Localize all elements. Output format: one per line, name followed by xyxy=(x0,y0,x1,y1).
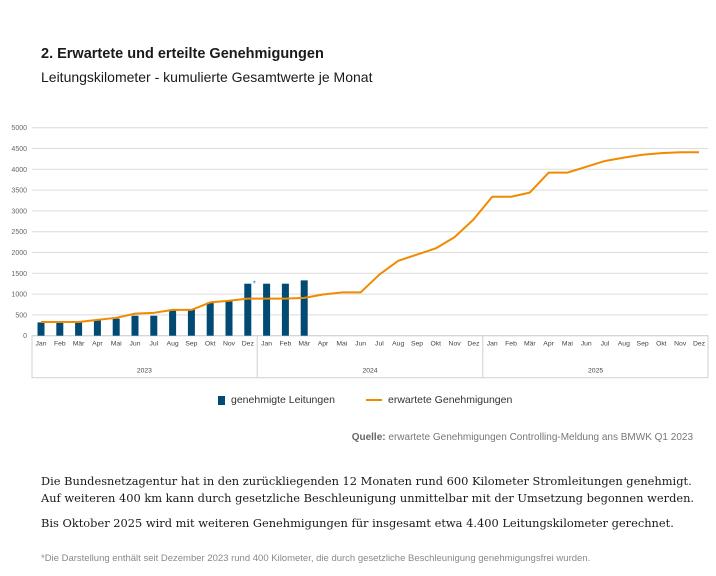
x-tick-label: Feb xyxy=(54,341,66,348)
bar xyxy=(263,283,271,336)
paragraph: Die Bundesnetzagentur hat in den zurückl… xyxy=(41,474,695,505)
x-tick-label: Jan xyxy=(36,341,47,348)
y-tick-label: 3000 xyxy=(11,208,27,215)
bar xyxy=(225,301,233,336)
x-tick-label: Dez xyxy=(242,341,255,348)
bar xyxy=(244,283,252,336)
x-tick-label: Nov xyxy=(223,341,236,348)
x-tick-label: Apr xyxy=(318,341,329,348)
x-tick-label: Jun xyxy=(355,341,366,348)
x-tick-label: Apr xyxy=(92,341,103,348)
x-tick-label: Jul xyxy=(375,341,384,348)
legend-label: genehmigte Leitungen xyxy=(231,394,335,406)
y-tick-label: 500 xyxy=(15,312,27,319)
x-tick-label: Sep xyxy=(637,341,649,348)
source-text: erwartete Genehmigungen Controlling-Meld… xyxy=(388,432,693,443)
x-tick-label: Feb xyxy=(505,341,517,348)
x-tick-label: Mär xyxy=(298,341,310,348)
x-tick-label: Okt xyxy=(431,341,442,348)
chart-subtitle: Leitungskilometer - kumulierte Gesamtwer… xyxy=(41,69,373,85)
x-tick-label: Okt xyxy=(205,341,216,348)
bar xyxy=(206,302,214,336)
year-label: 2025 xyxy=(588,368,603,375)
y-tick-label: 0 xyxy=(23,333,27,340)
chart: 0 500 1000 1500 2000 2500 3000 3500 4000 4500 5000… xyxy=(11,125,709,379)
legend-swatch-line xyxy=(366,399,382,401)
x-tick-label: Jul xyxy=(601,341,610,348)
x-tick-label: Apr xyxy=(543,341,554,348)
x-tick-label: Sep xyxy=(185,341,197,348)
bar xyxy=(112,318,120,336)
legend-label: erwartete Genehmigungen xyxy=(388,394,513,406)
x-tick-label: Mär xyxy=(73,341,85,348)
x-tick-label: Jan xyxy=(261,341,272,348)
x-tick-label: Mär xyxy=(524,341,536,348)
legend-item-line: erwartete Genehmigungen xyxy=(366,394,512,406)
year-label: 2024 xyxy=(362,368,377,375)
y-tick-label: 2000 xyxy=(11,250,27,257)
x-tick-label: Feb xyxy=(280,341,292,348)
x-tick-label: Okt xyxy=(656,341,667,348)
x-tick-label: Mai xyxy=(562,341,573,348)
y-tick-label: 1000 xyxy=(11,292,27,299)
x-tick-label: Dez xyxy=(693,341,706,348)
bar xyxy=(131,315,139,336)
x-tick-label: Dez xyxy=(467,341,480,348)
footnote: *Die Darstellung enthält seit Dezember 2… xyxy=(41,553,591,564)
x-tick-label: Jul xyxy=(149,341,158,348)
x-axis-box xyxy=(31,335,709,379)
x-tick-label: Jun xyxy=(130,341,141,348)
bar xyxy=(75,322,83,336)
source-label: Quelle: xyxy=(351,432,386,443)
y-tick-label: 2500 xyxy=(11,229,27,236)
legend-swatch-bar xyxy=(218,395,225,405)
x-tick-label: Aug xyxy=(167,341,179,348)
y-tick-label: 5000 xyxy=(11,125,27,132)
bar xyxy=(187,309,195,336)
bar xyxy=(150,315,158,336)
bar xyxy=(169,309,177,336)
x-tick-label: Jun xyxy=(581,341,592,348)
x-tick-label: Mai xyxy=(111,341,122,348)
x-tick-label: Aug xyxy=(618,341,630,348)
bar xyxy=(93,320,101,336)
y-tick-label: 4000 xyxy=(11,167,27,174)
section-title: 2. Erwartete und erteilte Genehmigungen xyxy=(41,46,324,62)
bar xyxy=(281,283,289,336)
legend-item-bars: genehmigte Leitungen xyxy=(218,394,335,406)
source-note: Quelle: erwartete Genehmigungen Controll… xyxy=(352,432,693,443)
y-tick-label: 3500 xyxy=(11,188,27,195)
annotation-asterisk: * xyxy=(253,280,256,289)
y-tick-label: 4500 xyxy=(11,146,27,153)
line-series xyxy=(41,151,699,323)
bar xyxy=(37,322,45,336)
y-tick-label: 1500 xyxy=(11,271,27,278)
paragraph: Bis Oktober 2025 wird mit weiteren Geneh… xyxy=(41,516,674,530)
bar xyxy=(56,322,64,336)
x-tick-label: Sep xyxy=(411,341,423,348)
x-tick-label: Mai xyxy=(336,341,347,348)
x-tick-label: Nov xyxy=(674,341,687,348)
x-tick-label: Aug xyxy=(392,341,404,348)
year-label: 2023 xyxy=(137,368,152,375)
bar xyxy=(300,280,308,336)
x-tick-label: Nov xyxy=(449,341,462,348)
x-tick-label: Jan xyxy=(487,341,498,348)
